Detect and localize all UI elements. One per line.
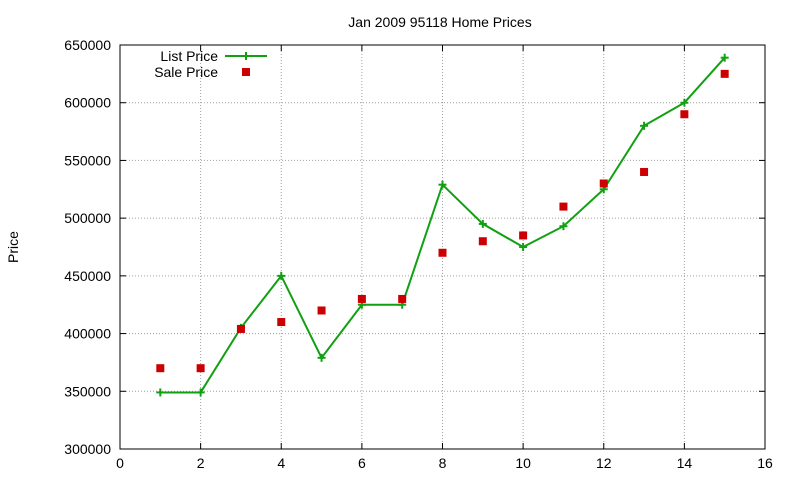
data-point <box>559 202 568 211</box>
data-point <box>640 167 649 176</box>
data-point <box>357 294 366 303</box>
data-point <box>438 248 447 257</box>
x-tick-label: 4 <box>277 455 285 471</box>
grid-layer <box>120 45 765 449</box>
series-sale-price <box>156 69 729 373</box>
data-point <box>156 388 165 397</box>
data-point <box>156 364 165 373</box>
legend-label-list-price: List Price <box>160 48 218 64</box>
data-point <box>196 388 205 397</box>
data-point <box>720 53 729 62</box>
x-tick-label: 8 <box>439 455 447 471</box>
data-point <box>438 180 447 189</box>
legend-marker-list-price <box>242 52 250 60</box>
data-point <box>519 231 528 240</box>
x-tick-label: 12 <box>596 455 612 471</box>
legend-symbols <box>225 52 267 76</box>
data-point <box>640 121 649 130</box>
tick-layer <box>119 44 766 450</box>
legend-label-sale-price: Sale Price <box>154 64 218 80</box>
data-point <box>680 110 689 119</box>
tick-label-layer: 0 2 4 6 8 10 12 14 16 300000 350000 400000 450000 500… <box>64 37 773 471</box>
y-tick-label: 600000 <box>64 95 111 111</box>
y-tick-label: 400000 <box>64 326 111 342</box>
y-tick-label: 550000 <box>64 152 111 168</box>
y-tick-label: 450000 <box>64 268 111 284</box>
x-tick-label: 14 <box>677 455 693 471</box>
legend: List Price Sale Price <box>154 48 267 80</box>
data-point <box>478 219 487 228</box>
data-point <box>277 318 286 327</box>
data-point <box>519 243 528 251</box>
y-axis-label: Price <box>5 231 21 263</box>
data-point <box>559 222 568 231</box>
data-point <box>599 179 608 188</box>
series-layer <box>156 53 729 397</box>
data-point <box>478 237 487 246</box>
x-tick-label: 10 <box>515 455 531 471</box>
y-tick-label: 350000 <box>64 383 111 399</box>
data-point <box>398 294 407 303</box>
legend-marker-sale-price <box>242 68 250 76</box>
data-point <box>317 306 326 315</box>
data-point <box>680 98 689 107</box>
data-point <box>236 324 245 333</box>
y-tick-label: 650000 <box>64 37 111 53</box>
y-tick-label: 500000 <box>64 210 111 226</box>
x-tick-label: 2 <box>197 455 205 471</box>
y-tick-label: 300000 <box>64 441 111 457</box>
data-point <box>317 353 326 362</box>
x-tick-label: 0 <box>116 455 124 471</box>
chart-title: Jan 2009 95118 Home Prices <box>348 14 531 30</box>
x-tick-label: 16 <box>757 455 773 471</box>
data-point <box>277 271 286 280</box>
data-point <box>196 364 205 373</box>
x-tick-label: 6 <box>358 455 366 471</box>
data-point <box>720 69 729 78</box>
